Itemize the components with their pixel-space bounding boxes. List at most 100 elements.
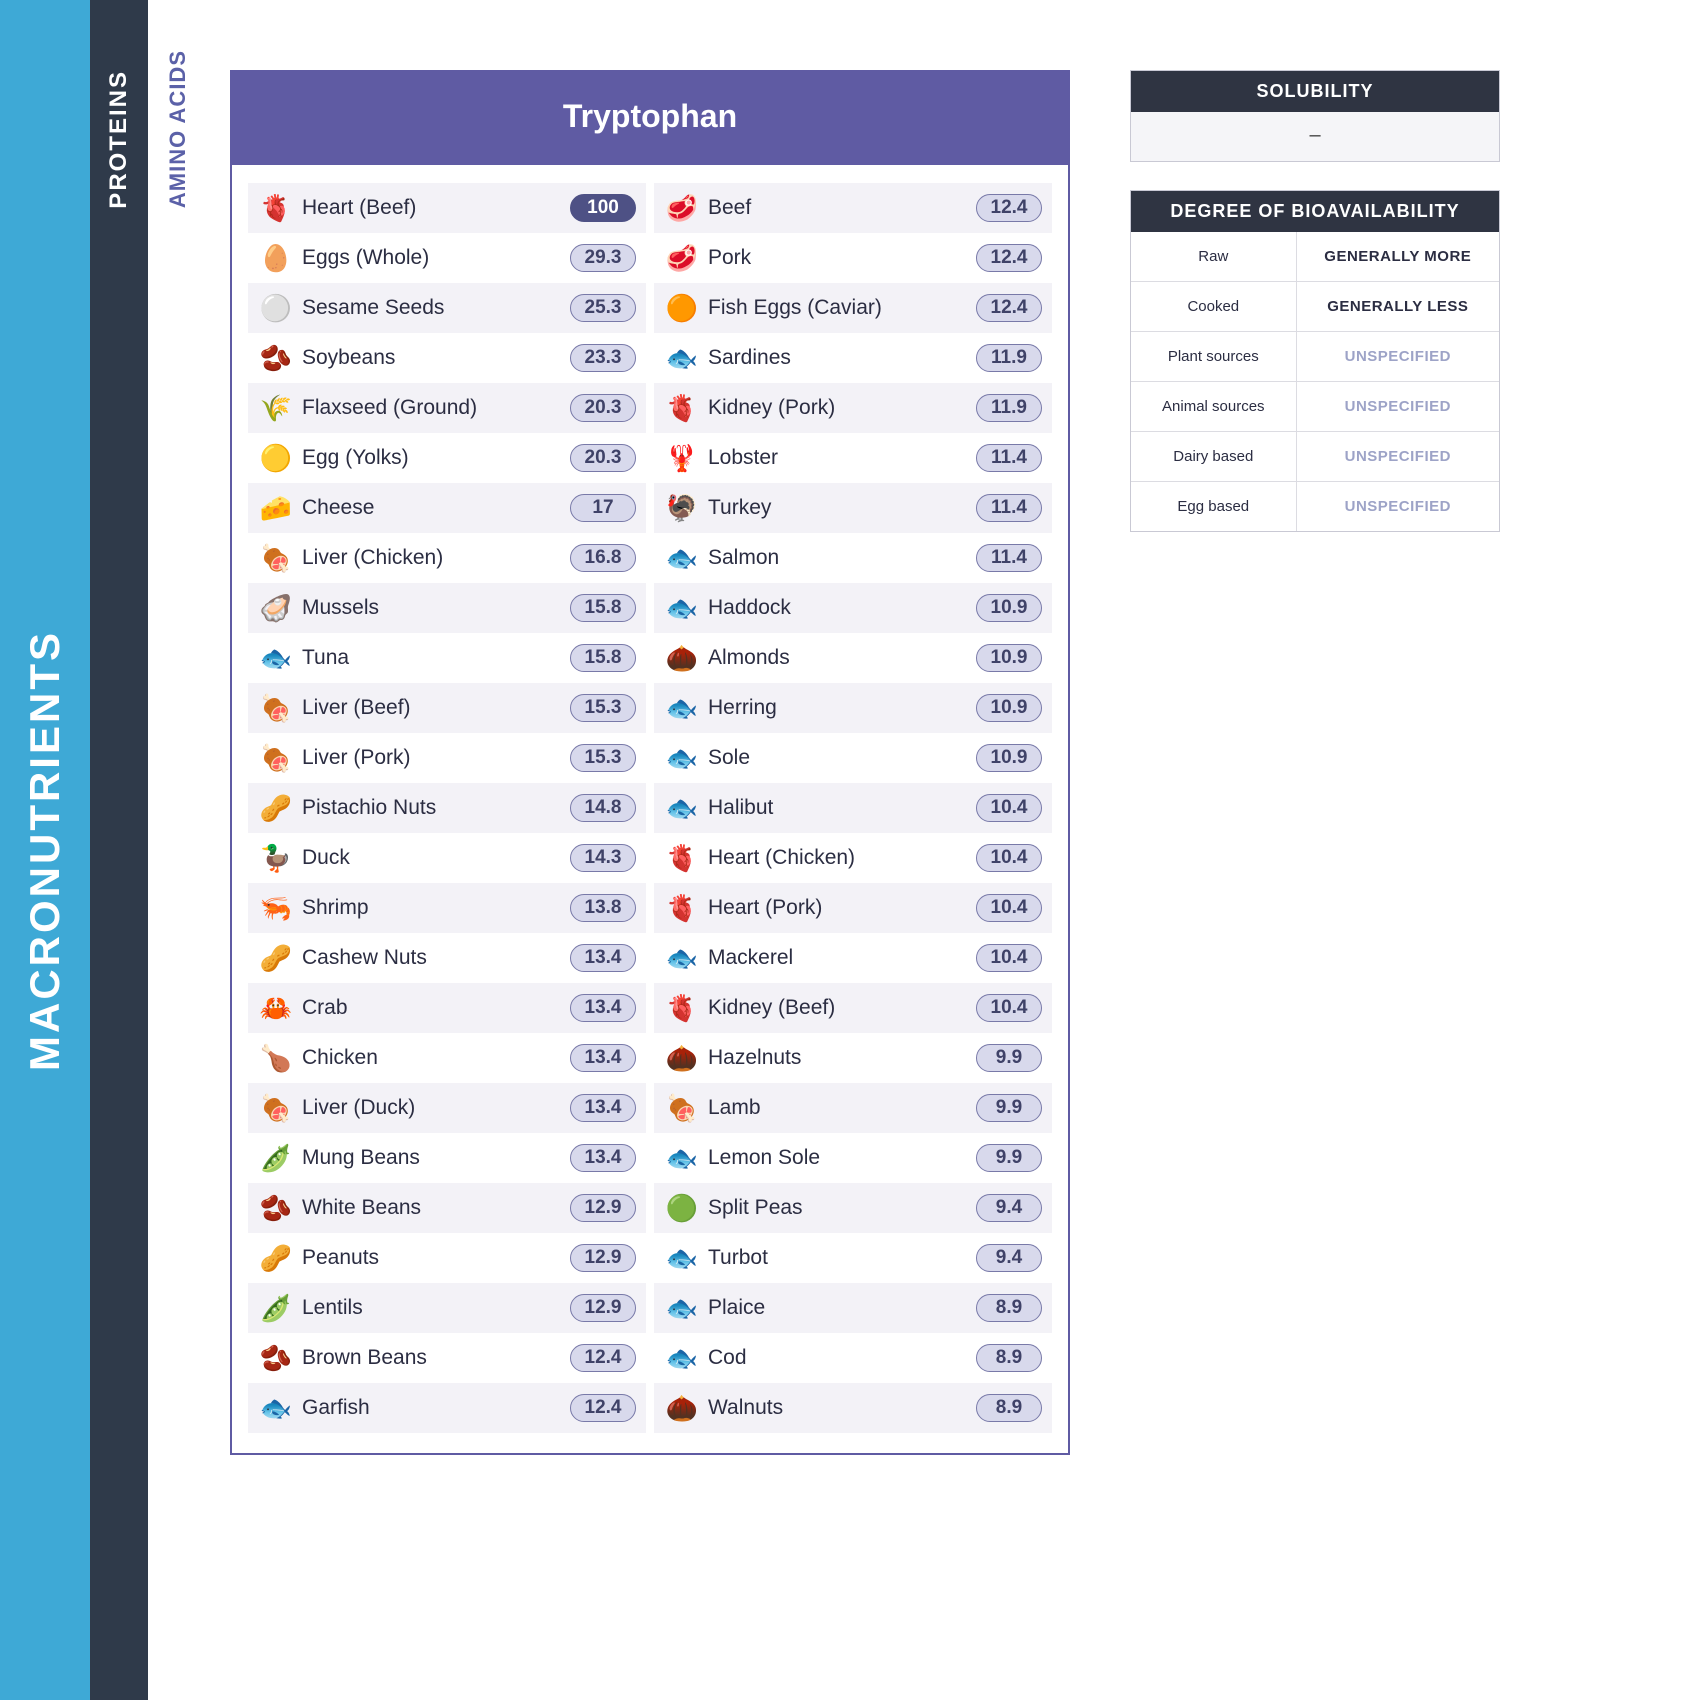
- food-row: 🐟Haddock10.9: [654, 583, 1052, 633]
- food-name: Heart (Pork): [704, 896, 976, 920]
- food-name: Peanuts: [298, 1246, 570, 1270]
- content-area: Tryptophan 🫀Heart (Beef)100🥚Eggs (Whole)…: [230, 70, 1640, 1455]
- food-name: Chicken: [298, 1046, 570, 1070]
- bioavailability-panel: DEGREE OF BIOAVAILABILITY RawGENERALLY M…: [1130, 190, 1500, 532]
- food-row: 🍖Lamb9.9: [654, 1083, 1052, 1133]
- food-icon: 🫘: [254, 343, 298, 374]
- food-icon: 🫘: [254, 1343, 298, 1374]
- food-value-pill: 20.3: [570, 444, 636, 472]
- food-row: 🟠Fish Eggs (Caviar)12.4: [654, 283, 1052, 333]
- food-row: 🦃Turkey11.4: [654, 483, 1052, 533]
- food-row: 🟢Split Peas9.4: [654, 1183, 1052, 1233]
- food-icon: 🐟: [254, 643, 298, 674]
- food-value-pill: 12.4: [570, 1394, 636, 1422]
- bioavailability-row-value: UNSPECIFIED: [1297, 332, 1499, 381]
- bioavailability-row: Animal sourcesUNSPECIFIED: [1131, 381, 1499, 431]
- food-row: 🐟Sole10.9: [654, 733, 1052, 783]
- food-icon: 🫛: [254, 1143, 298, 1174]
- food-value-pill: 29.3: [570, 244, 636, 272]
- food-name: Mussels: [298, 596, 570, 620]
- food-value-pill: 16.8: [570, 544, 636, 572]
- food-row: 🐟Herring10.9: [654, 683, 1052, 733]
- food-icon: 🐟: [660, 1343, 704, 1374]
- food-row: ⚪Sesame Seeds25.3: [248, 283, 646, 333]
- food-icon: 🐟: [660, 1143, 704, 1174]
- sidebar-level-2: PROTEINS: [90, 0, 148, 1700]
- food-icon: 🐟: [660, 793, 704, 824]
- food-value-pill: 12.4: [976, 194, 1042, 222]
- food-name: Haddock: [704, 596, 976, 620]
- food-row: 🦆Duck14.3: [248, 833, 646, 883]
- food-value-pill: 11.4: [976, 494, 1042, 522]
- food-name: Cheese: [298, 496, 570, 520]
- food-name: Turkey: [704, 496, 976, 520]
- food-name: Sardines: [704, 346, 976, 370]
- food-icon: 🐟: [660, 743, 704, 774]
- bioavailability-row: CookedGENERALLY LESS: [1131, 281, 1499, 331]
- food-value-pill: 10.9: [976, 594, 1042, 622]
- food-value-pill: 100: [570, 194, 636, 222]
- main-food-card: Tryptophan 🫀Heart (Beef)100🥚Eggs (Whole)…: [230, 70, 1070, 1455]
- food-name: Walnuts: [704, 1396, 976, 1420]
- bioavailability-row: Dairy basedUNSPECIFIED: [1131, 431, 1499, 481]
- food-icon: 🫀: [660, 393, 704, 424]
- food-row: 🐟Tuna15.8: [248, 633, 646, 683]
- food-name: Lentils: [298, 1296, 570, 1320]
- food-row: 🧀Cheese17: [248, 483, 646, 533]
- food-name: Pork: [704, 246, 976, 270]
- food-row: 🫘Brown Beans12.4: [248, 1333, 646, 1383]
- food-row: 🍗Chicken13.4: [248, 1033, 646, 1083]
- food-value-pill: 10.9: [976, 694, 1042, 722]
- side-panels: SOLUBILITY – DEGREE OF BIOAVAILABILITY R…: [1130, 70, 1500, 560]
- bioavailability-row: Plant sourcesUNSPECIFIED: [1131, 331, 1499, 381]
- food-row: 🥜Pistachio Nuts14.8: [248, 783, 646, 833]
- food-name: Pistachio Nuts: [298, 796, 570, 820]
- food-icon: 🐟: [660, 693, 704, 724]
- food-name: Mackerel: [704, 946, 976, 970]
- food-row: 🍖Liver (Beef)15.3: [248, 683, 646, 733]
- food-value-pill: 20.3: [570, 394, 636, 422]
- bioavailability-row-label: Raw: [1131, 232, 1297, 281]
- food-name: Egg (Yolks): [298, 446, 570, 470]
- food-row: 🍖Liver (Pork)15.3: [248, 733, 646, 783]
- bioavailability-row-value: UNSPECIFIED: [1297, 432, 1499, 481]
- food-row: 🌰Walnuts8.9: [654, 1383, 1052, 1433]
- food-icon: 🥜: [254, 943, 298, 974]
- food-name: Herring: [704, 696, 976, 720]
- food-row: 🐟Sardines11.9: [654, 333, 1052, 383]
- food-value-pill: 15.3: [570, 744, 636, 772]
- food-icon: 🐟: [660, 543, 704, 574]
- food-value-pill: 9.9: [976, 1094, 1042, 1122]
- food-row: 🌾Flaxseed (Ground)20.3: [248, 383, 646, 433]
- food-icon: ⚪: [254, 293, 298, 324]
- food-row: 🫘Soybeans23.3: [248, 333, 646, 383]
- food-icon: 🐟: [660, 1293, 704, 1324]
- food-name: Lemon Sole: [704, 1146, 976, 1170]
- food-name: Mung Beans: [298, 1146, 570, 1170]
- food-row: 🟡Egg (Yolks)20.3: [248, 433, 646, 483]
- food-value-pill: 11.9: [976, 344, 1042, 372]
- bioavailability-rows: RawGENERALLY MORECookedGENERALLY LESSPla…: [1131, 232, 1499, 531]
- food-row: 🥜Cashew Nuts13.4: [248, 933, 646, 983]
- food-row: 🥩Beef12.4: [654, 183, 1052, 233]
- food-row: 🫛Mung Beans13.4: [248, 1133, 646, 1183]
- food-value-pill: 10.4: [976, 944, 1042, 972]
- food-icon: 🦆: [254, 843, 298, 874]
- food-row: 🍖Liver (Duck)13.4: [248, 1083, 646, 1133]
- bioavailability-row-label: Cooked: [1131, 282, 1297, 331]
- food-name: Liver (Chicken): [298, 546, 570, 570]
- food-value-pill: 12.4: [976, 244, 1042, 272]
- sidebar-level-3: AMINO ACIDS: [158, 50, 198, 208]
- food-value-pill: 9.4: [976, 1244, 1042, 1272]
- bioavailability-row-label: Animal sources: [1131, 382, 1297, 431]
- food-value-pill: 11.4: [976, 444, 1042, 472]
- food-icon: 🫀: [254, 193, 298, 224]
- food-icon: 🐟: [660, 1243, 704, 1274]
- food-icon: 🟡: [254, 443, 298, 474]
- food-name: Sole: [704, 746, 976, 770]
- solubility-panel: SOLUBILITY –: [1130, 70, 1500, 162]
- food-icon: 🫀: [660, 893, 704, 924]
- food-value-pill: 10.4: [976, 994, 1042, 1022]
- food-value-pill: 10.9: [976, 744, 1042, 772]
- food-icon: 🍖: [254, 693, 298, 724]
